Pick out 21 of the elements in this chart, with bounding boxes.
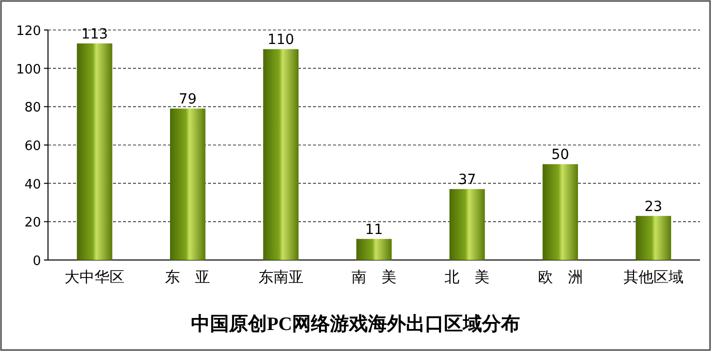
y-tick-label: 20 — [24, 216, 41, 231]
y-tick-label: 0 — [32, 254, 41, 269]
x-tick-label: 其他区域 — [623, 269, 684, 286]
y-tick-label: 100 — [16, 62, 41, 78]
x-tick-label: 南 美 — [352, 269, 396, 286]
data-label: 79 — [178, 92, 197, 108]
x-tick-label: 东 亚 — [165, 269, 210, 286]
x-tick-label: 欧 洲 — [538, 269, 583, 286]
y-tick-label: 80 — [24, 100, 41, 116]
data-label: 11 — [365, 222, 383, 238]
x-tick-label: 北 美 — [444, 269, 490, 286]
y-tick-label: 40 — [24, 177, 41, 192]
x-tick-label: 大中华区 — [64, 269, 125, 286]
data-label: 23 — [644, 198, 662, 215]
data-label: 110 — [267, 32, 294, 48]
y-tick-label: 60 — [24, 139, 41, 154]
data-label: 113 — [81, 26, 108, 42]
text: 中国原创PC网络游戏海外出口区域分布 — [190, 313, 520, 335]
data-label: 50 — [551, 147, 570, 164]
y-tick-label: 120 — [16, 24, 41, 39]
x-tick-label: 东南亚 — [258, 269, 304, 286]
